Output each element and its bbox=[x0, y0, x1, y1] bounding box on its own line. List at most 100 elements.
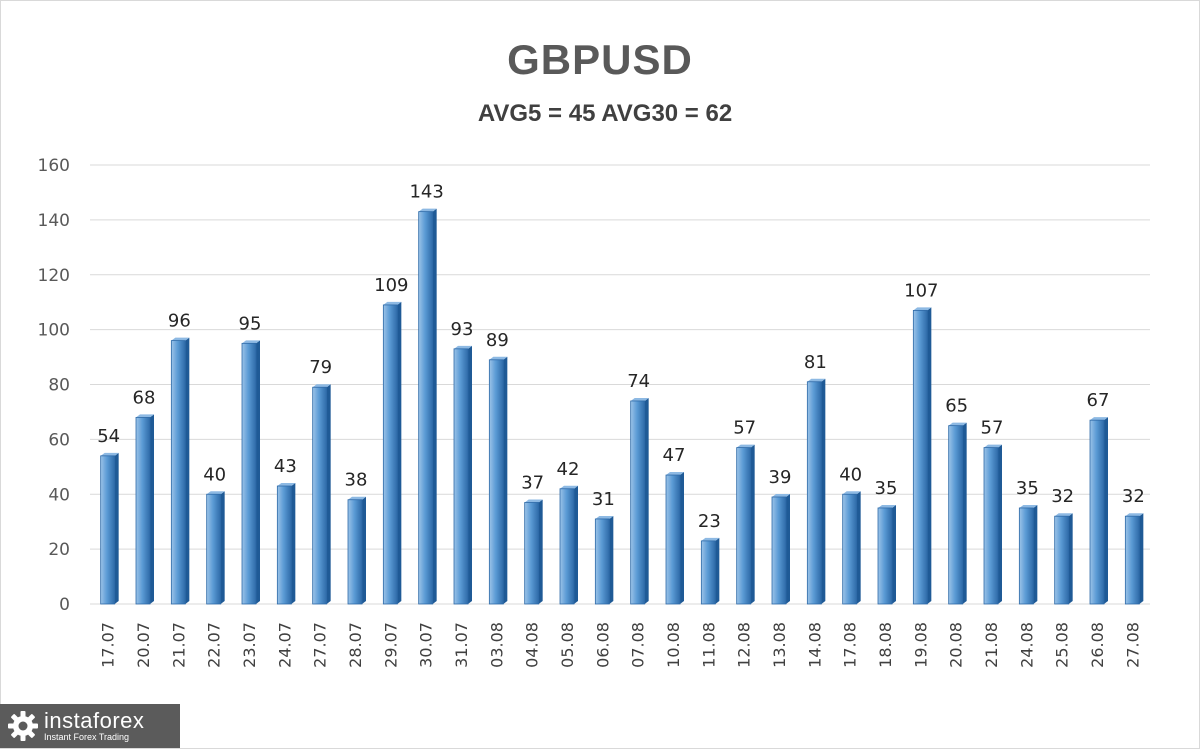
bar-side bbox=[185, 337, 190, 604]
x-tick-label: 21.07 bbox=[169, 622, 188, 668]
x-tick-label: 19.08 bbox=[911, 622, 930, 668]
data-label: 23 bbox=[698, 511, 721, 532]
bar-top bbox=[489, 356, 508, 360]
x-tick-label: 30.07 bbox=[417, 622, 436, 668]
bar-side bbox=[362, 496, 366, 604]
bar bbox=[135, 417, 151, 605]
data-label: 32 bbox=[1122, 486, 1145, 507]
data-label: 107 bbox=[904, 280, 938, 301]
bar-top bbox=[807, 378, 826, 382]
bar bbox=[382, 304, 398, 605]
bar bbox=[453, 348, 469, 605]
bar bbox=[912, 310, 928, 605]
x-tick-label: 20.07 bbox=[134, 622, 153, 668]
data-label: 35 bbox=[875, 478, 898, 499]
bar-side bbox=[609, 515, 614, 604]
x-tick-label: 17.08 bbox=[841, 622, 860, 668]
y-tick-label: 120 bbox=[38, 266, 70, 286]
bar-side bbox=[1033, 504, 1038, 604]
y-tick-label: 80 bbox=[48, 376, 70, 396]
bar-side bbox=[680, 472, 684, 604]
x-tick-label: 18.08 bbox=[876, 622, 895, 668]
data-label: 38 bbox=[345, 470, 368, 491]
bar-side bbox=[998, 444, 1002, 604]
bar bbox=[312, 386, 328, 605]
bar bbox=[665, 474, 681, 605]
bar-top bbox=[1054, 513, 1073, 517]
x-tick-label: 24.07 bbox=[275, 622, 294, 668]
y-tick-label: 60 bbox=[48, 430, 70, 450]
x-tick-label: 05.08 bbox=[558, 622, 577, 668]
data-label: 31 bbox=[592, 489, 615, 510]
bar-top bbox=[984, 444, 1002, 448]
data-label: 68 bbox=[133, 387, 156, 408]
bar bbox=[948, 425, 964, 605]
x-tick-label: 24.08 bbox=[1017, 622, 1036, 668]
bar-side bbox=[1139, 513, 1144, 604]
bar-side bbox=[114, 452, 119, 604]
bar-top bbox=[878, 504, 896, 508]
y-tick-label: 40 bbox=[48, 485, 70, 505]
bar-side bbox=[538, 499, 543, 604]
x-tick-label: 06.08 bbox=[593, 622, 612, 668]
bar-top bbox=[454, 345, 472, 349]
x-tick-label: 03.08 bbox=[487, 622, 506, 668]
bar-side bbox=[962, 422, 967, 604]
bar-top bbox=[418, 208, 437, 212]
x-tick-label: 07.08 bbox=[629, 622, 648, 668]
bar-top bbox=[560, 485, 578, 489]
x-tick-label: 13.08 bbox=[770, 622, 789, 668]
bar-side bbox=[821, 378, 826, 604]
bar bbox=[559, 488, 575, 605]
bar-side bbox=[220, 491, 225, 604]
y-tick-label: 20 bbox=[48, 540, 70, 560]
data-label: 89 bbox=[486, 330, 509, 351]
bar bbox=[806, 381, 822, 605]
x-tick-label: 20.08 bbox=[947, 622, 966, 668]
data-label: 54 bbox=[97, 426, 120, 447]
x-tick-label: 23.07 bbox=[240, 622, 259, 668]
bar-side bbox=[892, 504, 896, 604]
bar bbox=[1018, 507, 1034, 605]
data-label: 79 bbox=[309, 357, 332, 378]
bar-top bbox=[171, 337, 190, 341]
data-label: 143 bbox=[409, 182, 443, 203]
bar-side bbox=[326, 384, 331, 604]
bar bbox=[630, 400, 646, 605]
bar-side bbox=[150, 414, 154, 604]
chart-subtitle: AVG5 = 45 AVG30 = 62 bbox=[477, 100, 733, 127]
bar bbox=[488, 359, 504, 605]
bar-top bbox=[772, 493, 790, 497]
bar-top bbox=[595, 515, 614, 519]
bar bbox=[771, 496, 787, 605]
bar bbox=[418, 211, 434, 605]
bar-side bbox=[856, 491, 861, 604]
bar-top bbox=[100, 452, 119, 456]
bar bbox=[241, 342, 257, 605]
data-label: 57 bbox=[981, 418, 1004, 439]
data-label: 37 bbox=[521, 472, 544, 493]
bar bbox=[276, 485, 292, 605]
bar-top bbox=[1125, 513, 1144, 517]
data-label: 47 bbox=[663, 445, 686, 466]
y-tick-label: 140 bbox=[38, 211, 70, 231]
bar-top bbox=[842, 491, 861, 495]
x-tick-label: 29.07 bbox=[381, 622, 400, 668]
bar-side bbox=[750, 444, 755, 604]
bar-top bbox=[1019, 504, 1038, 508]
bar-side bbox=[468, 345, 472, 604]
bar-top bbox=[913, 307, 932, 311]
bar-side bbox=[397, 301, 402, 604]
logo-tagline: Instant Forex Trading bbox=[44, 731, 130, 742]
x-tick-label: 21.08 bbox=[982, 622, 1001, 668]
bar bbox=[170, 340, 186, 605]
data-label: 40 bbox=[203, 464, 226, 485]
bar-top bbox=[524, 499, 543, 503]
bar-side bbox=[927, 307, 932, 604]
bar-side bbox=[644, 397, 649, 604]
data-label: 109 bbox=[374, 275, 408, 296]
bar bbox=[347, 499, 363, 605]
logo-brand: instaforex bbox=[44, 707, 145, 733]
